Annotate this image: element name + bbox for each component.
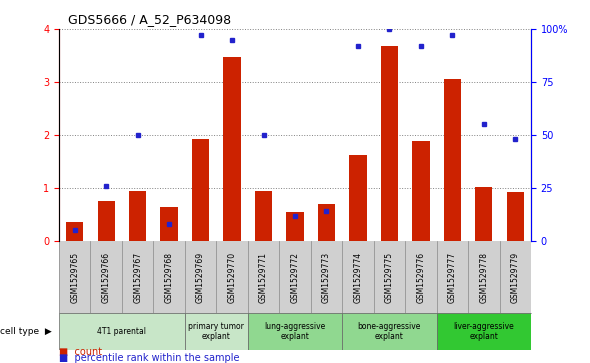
Bar bbox=[224, 57, 241, 241]
Text: GSM1529771: GSM1529771 bbox=[259, 252, 268, 303]
Bar bbox=[129, 191, 146, 241]
Text: primary tumor
explant: primary tumor explant bbox=[188, 322, 244, 341]
Bar bbox=[444, 79, 461, 241]
Text: GSM1529779: GSM1529779 bbox=[511, 252, 520, 303]
Text: bone-aggressive
explant: bone-aggressive explant bbox=[358, 322, 421, 341]
Text: 4T1 parental: 4T1 parental bbox=[97, 327, 146, 336]
Bar bbox=[97, 201, 115, 241]
Bar bbox=[192, 139, 209, 241]
Bar bbox=[185, 313, 248, 350]
Bar bbox=[507, 192, 524, 241]
Bar bbox=[437, 313, 531, 350]
Bar bbox=[66, 223, 83, 241]
Text: ■  percentile rank within the sample: ■ percentile rank within the sample bbox=[59, 353, 240, 363]
Text: GSM1529773: GSM1529773 bbox=[322, 252, 331, 303]
Bar bbox=[248, 313, 342, 350]
Bar bbox=[59, 313, 185, 350]
Bar bbox=[349, 155, 366, 241]
Bar bbox=[255, 191, 272, 241]
Bar bbox=[160, 207, 178, 241]
Text: GSM1529776: GSM1529776 bbox=[417, 252, 425, 303]
Bar bbox=[318, 204, 335, 241]
Bar bbox=[342, 313, 437, 350]
Text: liver-aggressive
explant: liver-aggressive explant bbox=[454, 322, 514, 341]
Text: GSM1529777: GSM1529777 bbox=[448, 252, 457, 303]
Text: GSM1529770: GSM1529770 bbox=[228, 252, 237, 303]
Text: GSM1529767: GSM1529767 bbox=[133, 252, 142, 303]
Text: GSM1529765: GSM1529765 bbox=[70, 252, 79, 303]
Text: GDS5666 / A_52_P634098: GDS5666 / A_52_P634098 bbox=[68, 13, 231, 26]
Text: GSM1529778: GSM1529778 bbox=[479, 252, 489, 303]
Text: GSM1529766: GSM1529766 bbox=[101, 252, 111, 303]
Text: GSM1529768: GSM1529768 bbox=[165, 252, 173, 303]
Bar bbox=[286, 212, 304, 241]
Text: GSM1529774: GSM1529774 bbox=[353, 252, 362, 303]
Text: GSM1529775: GSM1529775 bbox=[385, 252, 394, 303]
Bar bbox=[381, 46, 398, 241]
Text: cell type  ▶: cell type ▶ bbox=[0, 327, 52, 336]
Bar bbox=[412, 141, 430, 241]
Text: ■  count: ■ count bbox=[59, 347, 102, 357]
Text: lung-aggressive
explant: lung-aggressive explant bbox=[264, 322, 326, 341]
Text: GSM1529769: GSM1529769 bbox=[196, 252, 205, 303]
Text: GSM1529772: GSM1529772 bbox=[290, 252, 300, 303]
Bar bbox=[475, 187, 493, 241]
